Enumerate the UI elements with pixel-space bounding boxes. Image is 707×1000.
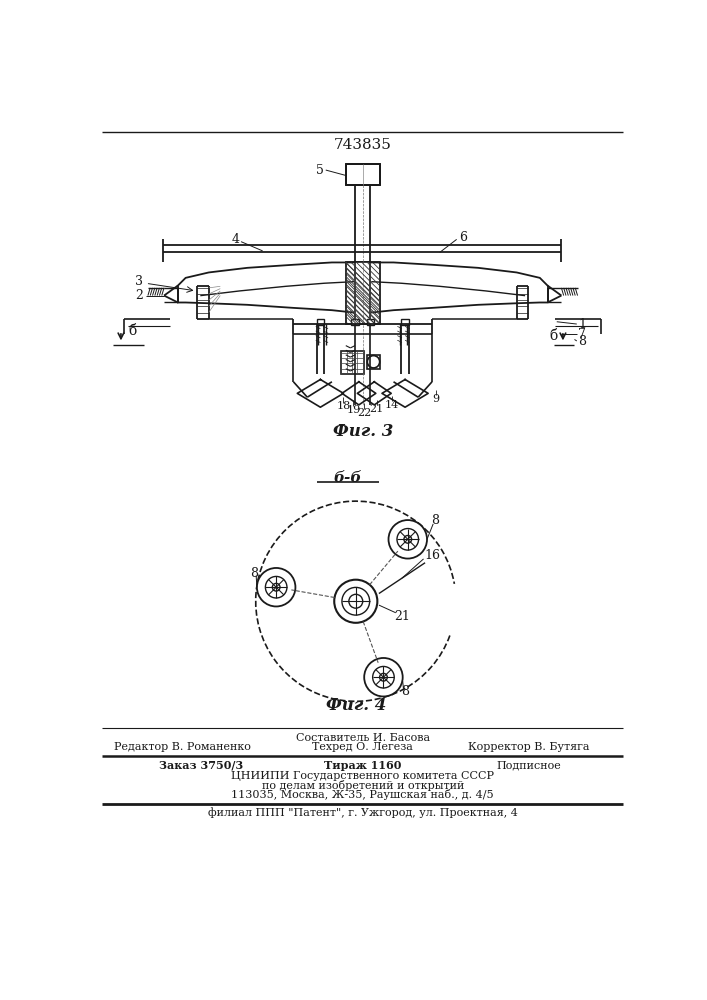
Circle shape — [368, 356, 380, 368]
Circle shape — [265, 576, 287, 598]
Text: 743835: 743835 — [334, 138, 392, 152]
Bar — [366, 319, 374, 325]
Text: 7: 7 — [578, 328, 586, 341]
Text: 21: 21 — [370, 404, 384, 414]
Bar — [346, 262, 380, 324]
Text: 21: 21 — [394, 610, 410, 623]
Text: по делам изобретений и открытий: по делам изобретений и открытий — [262, 780, 464, 791]
Text: 16: 16 — [425, 549, 440, 562]
Text: 5: 5 — [317, 164, 325, 177]
Text: Редактор В. Романенко: Редактор В. Романенко — [114, 742, 251, 752]
Text: 8: 8 — [431, 514, 439, 527]
Bar — [402, 319, 409, 325]
Circle shape — [257, 568, 296, 606]
Bar — [366, 355, 380, 369]
Text: ЦНИИПИ Государственного комитета СССР: ЦНИИПИ Государственного комитета СССР — [231, 771, 494, 781]
Circle shape — [342, 587, 370, 615]
Circle shape — [397, 529, 419, 550]
Text: б-б: б-б — [334, 471, 362, 485]
Bar — [317, 319, 325, 325]
Circle shape — [389, 520, 427, 559]
Text: 18: 18 — [337, 401, 351, 411]
Text: 3: 3 — [136, 275, 144, 288]
Text: б: б — [549, 329, 558, 343]
Bar — [341, 351, 364, 374]
Text: Корректор В. Бутяга: Корректор В. Бутяга — [468, 742, 590, 752]
Bar — [355, 262, 370, 324]
Text: б: б — [129, 324, 136, 338]
Text: Техред О. Легеза: Техред О. Легеза — [312, 742, 413, 752]
Text: Тираж 1160: Тираж 1160 — [324, 760, 402, 771]
Text: 113035, Москва, Ж-35, Раушская наб., д. 4/5: 113035, Москва, Ж-35, Раушская наб., д. … — [231, 789, 494, 800]
Circle shape — [334, 580, 378, 623]
Circle shape — [373, 666, 395, 688]
Text: 6: 6 — [459, 231, 467, 244]
Text: 1: 1 — [578, 318, 586, 331]
Text: 8: 8 — [578, 335, 586, 348]
Text: 14: 14 — [385, 400, 399, 410]
Text: 22: 22 — [357, 408, 371, 418]
Circle shape — [272, 583, 280, 591]
Text: 9: 9 — [432, 394, 440, 404]
Bar — [355, 185, 370, 274]
Text: Составитель И. Басова: Составитель И. Басова — [296, 733, 430, 743]
Text: 8: 8 — [250, 567, 259, 580]
Circle shape — [364, 658, 403, 696]
Text: Заказ 3750/3: Заказ 3750/3 — [160, 760, 244, 771]
Bar — [351, 319, 359, 325]
Circle shape — [404, 535, 411, 543]
Text: 8: 8 — [401, 685, 409, 698]
Text: Подписное: Подписное — [496, 760, 561, 770]
Text: филиал ППП "Патент", г. Ужгород, ул. Проектная, 4: филиал ППП "Патент", г. Ужгород, ул. Про… — [208, 808, 518, 818]
Text: Фиг. 3: Фиг. 3 — [332, 423, 393, 440]
Text: Фиг. 4: Фиг. 4 — [326, 697, 386, 714]
Text: 4: 4 — [232, 233, 240, 246]
Text: 2: 2 — [136, 289, 144, 302]
Text: 19: 19 — [346, 405, 361, 415]
Bar — [346, 164, 380, 185]
Circle shape — [349, 594, 363, 608]
Circle shape — [380, 673, 387, 681]
